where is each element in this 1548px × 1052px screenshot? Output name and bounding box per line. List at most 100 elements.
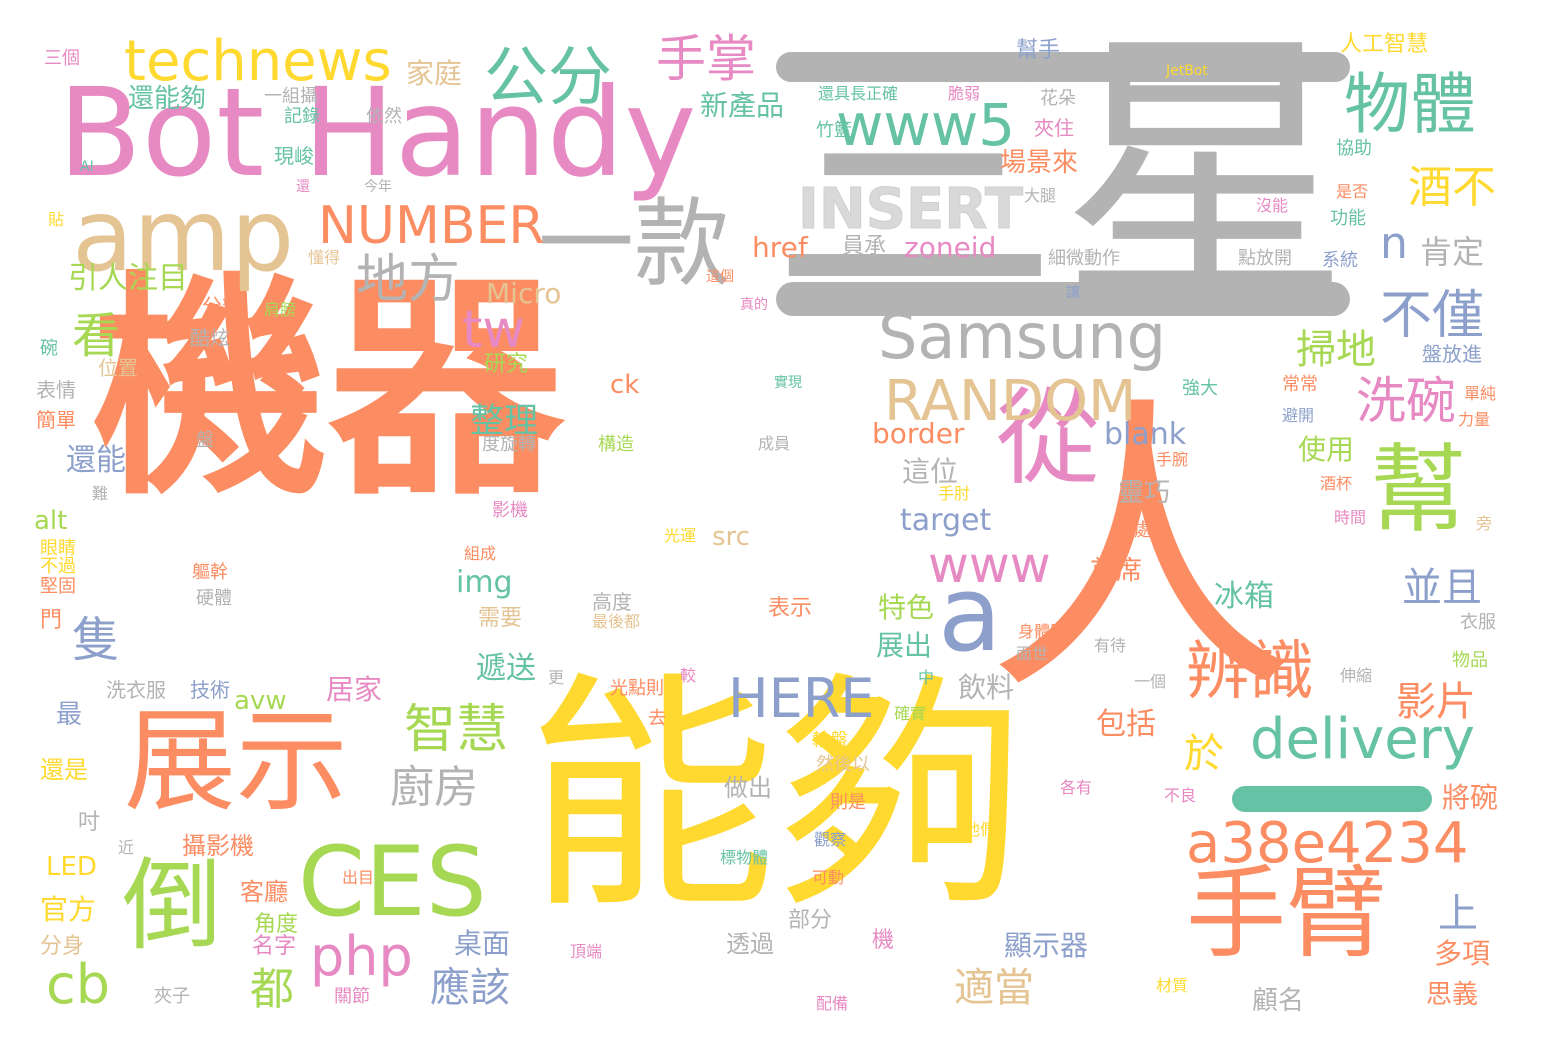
word-pang: 旁 [1476, 516, 1492, 532]
word-keting: 客廳 [240, 880, 288, 904]
word-mianshi: 面世 [1016, 646, 1048, 662]
word-meineng: 沒能 [1256, 198, 1288, 214]
word-yingti: 硬體 [196, 590, 232, 608]
word-qiangda: 強大 [1182, 380, 1218, 398]
word-chengyuan: 成員 [758, 436, 790, 452]
word-avw: avw [234, 688, 287, 714]
word-zoneid: zoneid [904, 234, 996, 262]
word-yu: 於 [1184, 734, 1224, 774]
word-zhi: 隻 [72, 616, 120, 664]
word-img: img [456, 568, 513, 598]
word-border: border [872, 420, 964, 448]
word-qu: 去 [648, 710, 666, 728]
word-xinchanpin: 新產品 [700, 92, 784, 120]
word-href: href [752, 234, 808, 262]
word-shiyong: 使用 [1298, 436, 1354, 464]
word-jiandan: 簡單 [36, 410, 76, 430]
word-buguo: 不過 [40, 558, 76, 576]
word-shixian: 實現 [774, 376, 802, 390]
word-guangdianze: 光點則 [610, 680, 664, 698]
word-yanjiu: 研究 [484, 354, 528, 376]
word-tamen: 他們 [964, 822, 996, 838]
word-xiezhu: 協助 [1336, 140, 1372, 158]
word-number: NUMBER [318, 200, 544, 252]
word-tw: tw [462, 304, 525, 356]
word-jiangwan: 將碗 [1442, 784, 1498, 812]
word-men: 門 [40, 610, 62, 632]
word-ji: 機 [872, 930, 894, 952]
word-toutong: 透過 [726, 932, 774, 956]
word-ai: AI [80, 160, 94, 174]
word-yifu: 衣服 [1460, 614, 1496, 632]
word-shoubiw: 手腕 [1156, 452, 1188, 468]
word-zuo: 做出 [724, 776, 772, 800]
word-liliang: 力量 [1458, 412, 1490, 428]
word-ces: CES [298, 834, 487, 930]
word-shiyang: 適當 [954, 968, 1034, 1008]
word-baokuo: 包括 [1096, 710, 1156, 740]
word-a38e: a38e4234 [1186, 816, 1469, 872]
word-kan: 看 [72, 312, 120, 360]
word-bianshi: 辨識 [1186, 640, 1314, 704]
word-zhenci: 真的 [740, 298, 768, 312]
word-dou2: 吋 [78, 812, 100, 834]
word-chumu: 出目 [342, 870, 374, 886]
word-alt: alt [34, 508, 67, 534]
word-huan: 還 [296, 180, 310, 194]
word-zuihoudou: 最後都 [592, 614, 640, 630]
word-n: n [1380, 222, 1408, 266]
word-lingqiao: 靈巧 [1118, 480, 1170, 506]
word-wuti: 物體 [1344, 72, 1476, 138]
word-geng: 更 [548, 670, 564, 686]
word-chuli: 處理 [1134, 522, 1170, 540]
word-peibei: 配備 [816, 996, 848, 1012]
word-samsung: Samsung [878, 306, 1166, 368]
word-src: src [712, 524, 750, 550]
word-jiao: 較 [680, 668, 696, 684]
word-zhuoxing: 這位 [902, 458, 958, 486]
word-jiating: 家庭 [406, 60, 462, 88]
word-zeshi: 則是 [830, 794, 866, 812]
word-yige: 一個 [1134, 674, 1166, 690]
word-guancha: 觀察 [814, 832, 846, 848]
word-bangshou: 幫手 [1016, 40, 1060, 62]
word-guming: 顧名 [1252, 988, 1304, 1014]
word-shouzhang: 手掌 [656, 34, 756, 84]
word-kuxuan: 酷炫 [190, 328, 230, 348]
dash-teal [1232, 786, 1432, 812]
word-xiyifu: 洗衣服 [106, 680, 166, 700]
word-www5: www5 [836, 96, 1015, 154]
word-shentize: 身體則 [1018, 624, 1066, 640]
word-zhanchu: 展出 [876, 632, 932, 660]
word-pan: 盤 [196, 432, 214, 450]
word-kendeng: 肯定 [1420, 236, 1484, 268]
word-duxuanzhuan: 度旋轉 [482, 436, 536, 454]
word-jiubu: 酒不 [1408, 166, 1496, 210]
word-yingpian: 影片 [1396, 682, 1476, 722]
word-shouzhou: 手肘 [938, 486, 970, 502]
word-gongneng: 功能 [1330, 210, 1366, 228]
word-jiubei: 酒杯 [1320, 476, 1352, 492]
word-sisiyi: 思義 [1426, 982, 1478, 1008]
word-yizushe: 一組攝 [264, 88, 318, 106]
word-guangyun: 光運 [664, 528, 696, 544]
word-biaoqing: 表情 [36, 380, 76, 400]
word-micro: Micro [486, 280, 561, 308]
word-jiaodu: 角度 [254, 914, 298, 936]
word-queshi: 確實 [894, 706, 926, 722]
word-guanfang: 官方 [40, 896, 96, 924]
word-changjinglai: 場景來 [1000, 150, 1078, 176]
word-xianjun: 現峻 [274, 146, 314, 166]
word-datui: 大腿 [1024, 188, 1056, 204]
word-zhong: 中 [918, 670, 934, 686]
word-jiazhu: 夾住 [1034, 118, 1074, 138]
word-jinnian: 今年 [364, 180, 392, 194]
word-kedong: 可動 [812, 870, 844, 886]
word-zhengli: 整理 [470, 404, 538, 438]
word-yiran: 依然 [366, 108, 402, 126]
word-yinliao: 飲料 [958, 674, 1014, 702]
word-disong: 遞送 [476, 654, 536, 684]
word-wupin: 物品 [1452, 652, 1488, 670]
word-huanneng: 還能 [66, 446, 126, 476]
word-bujin: 不僅 [1380, 290, 1484, 342]
